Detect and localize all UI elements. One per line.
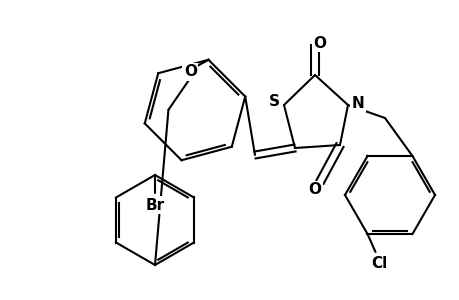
- Text: S: S: [268, 94, 279, 110]
- Text: N: N: [351, 95, 364, 110]
- Text: O: O: [313, 35, 326, 50]
- Text: O: O: [308, 182, 321, 197]
- Text: O: O: [184, 64, 196, 79]
- Text: Cl: Cl: [370, 256, 387, 272]
- Text: Br: Br: [145, 197, 164, 212]
